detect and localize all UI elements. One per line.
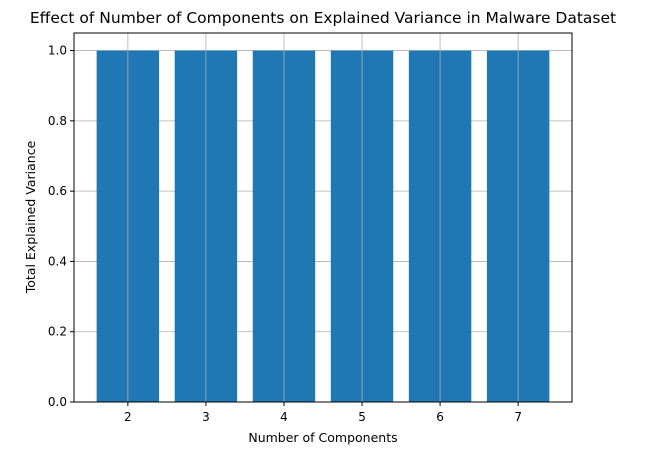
y-tick-label: 0.8 bbox=[48, 114, 67, 128]
y-axis-label: Total Explained Variance bbox=[23, 140, 38, 294]
y-tick-label: 0.4 bbox=[48, 254, 67, 268]
vertical-grid bbox=[127, 33, 519, 402]
x-tick-label: 4 bbox=[280, 410, 288, 424]
y-tick-label: 0.0 bbox=[48, 395, 67, 409]
y-axis-ticks: 0.0 0.2 0.4 0.6 0.8 1.0 bbox=[48, 44, 74, 409]
x-tick-label: 5 bbox=[358, 410, 366, 424]
x-axis-ticks: 2 3 4 5 6 7 bbox=[124, 402, 522, 424]
x-tick-label: 2 bbox=[124, 410, 132, 424]
x-tick-label: 3 bbox=[202, 410, 210, 424]
y-tick-label: 1.0 bbox=[48, 44, 67, 58]
y-tick-label: 0.6 bbox=[48, 184, 67, 198]
y-tick-label: 0.2 bbox=[48, 325, 67, 339]
chart-title: Effect of Number of Components on Explai… bbox=[30, 9, 616, 27]
x-tick-label: 7 bbox=[514, 410, 522, 424]
x-axis-label: Number of Components bbox=[248, 430, 397, 445]
plot-frame bbox=[73, 32, 573, 403]
x-tick-label: 6 bbox=[436, 410, 444, 424]
